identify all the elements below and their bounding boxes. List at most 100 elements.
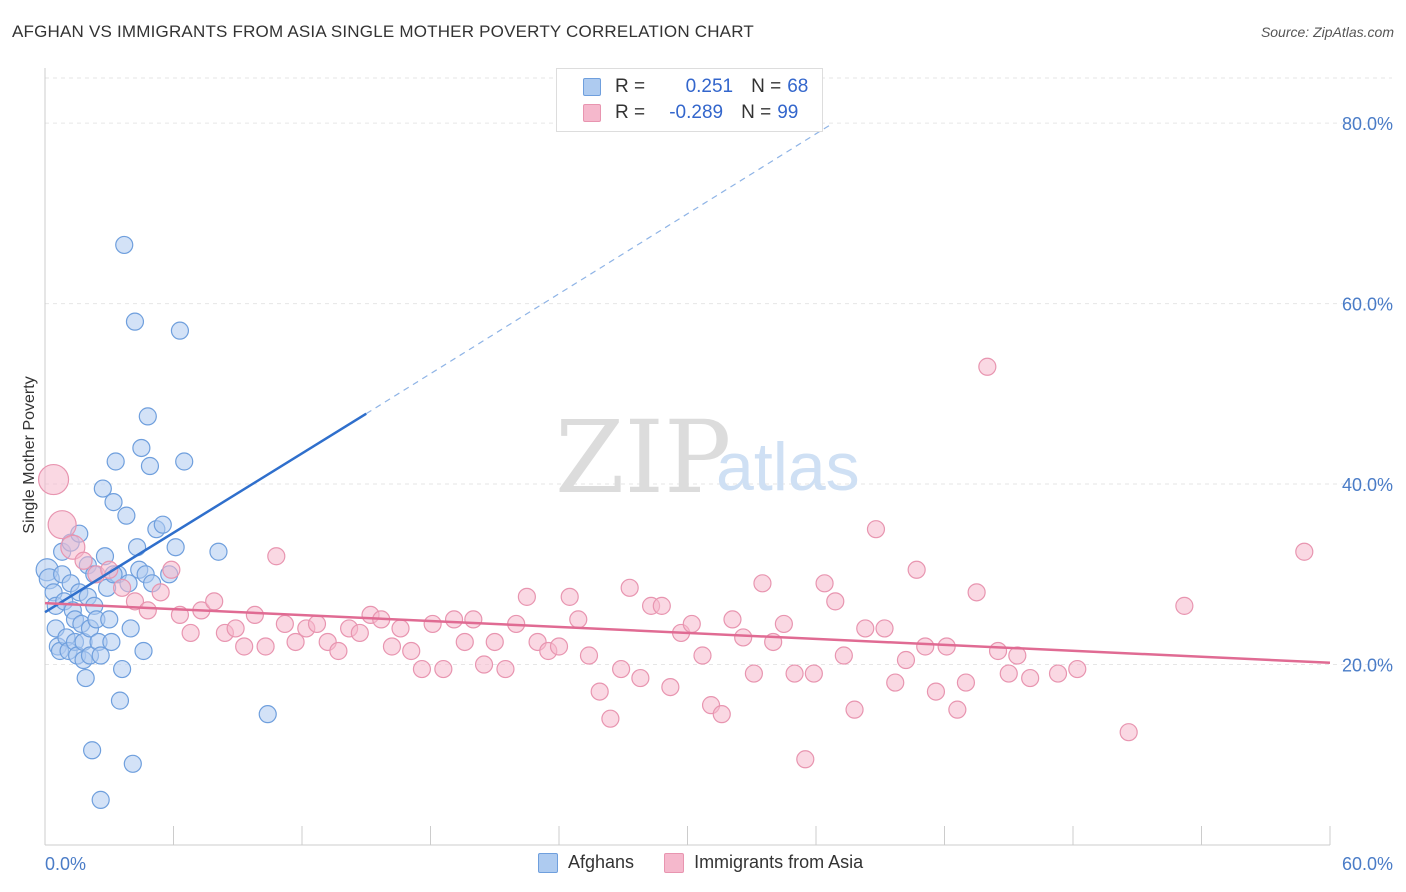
afghan-point (83, 741, 102, 760)
asia-point (916, 637, 935, 656)
asia-point (620, 578, 639, 597)
asia-point (948, 700, 967, 719)
asia-point (652, 596, 671, 615)
asia-point (834, 646, 853, 665)
afghan-point (138, 407, 157, 426)
asia-point (496, 659, 515, 679)
asia-point (907, 560, 926, 579)
asia-point (753, 574, 772, 593)
afghan-point (258, 705, 277, 724)
asia-point (382, 637, 402, 656)
afghans-legend-swatch (538, 852, 558, 873)
series-legend: Afghans Immigrants from Asia (538, 852, 893, 873)
legend-r-value: 0.251 (685, 76, 734, 97)
asia-point (112, 578, 132, 597)
y-tick-label: 80.0% (1342, 114, 1393, 134)
afghan-point (115, 235, 134, 255)
asia-point (329, 641, 348, 661)
afghan-point (125, 312, 145, 331)
asia-point (455, 632, 474, 652)
afghans-trend-extension (365, 122, 834, 415)
afghan-point (91, 646, 110, 665)
watermark-zip: ZIP (555, 399, 731, 516)
asia-point (631, 668, 650, 688)
afghan-point (153, 515, 172, 534)
afghan-point (123, 754, 142, 773)
x-tick-label: 0.0% (45, 854, 86, 874)
afghan-point (209, 542, 228, 561)
y-tick-label: 60.0% (1342, 295, 1393, 315)
asia-point (1119, 723, 1138, 742)
y-tick-label: 20.0% (1342, 656, 1393, 676)
afghan-point (132, 438, 151, 458)
asia-point (815, 574, 834, 593)
tick-labels: 20.0% 40.0% 60.0% 80.0% 0.0% 60.0% (45, 114, 1393, 874)
asia-point (601, 709, 620, 728)
afghan-point (134, 641, 153, 661)
y-axis-label: Single Mother Poverty (21, 376, 38, 533)
asia-point (245, 605, 264, 625)
asia-point (785, 664, 804, 683)
asia-point (444, 610, 464, 629)
asia-point (845, 700, 864, 719)
asia-point (474, 655, 494, 674)
afghan-point (100, 610, 119, 629)
legend-item-label: Afghans (568, 852, 635, 872)
asia-point (967, 583, 986, 602)
afghan-point (112, 659, 132, 679)
asia-point (826, 592, 845, 611)
chart-title: AFGHAN VS IMMIGRANTS FROM ASIA SINGLE MO… (12, 22, 754, 41)
asia-point (560, 587, 579, 606)
afghan-point (127, 538, 147, 557)
afghan-point (93, 479, 112, 498)
legend-n-label: N = (751, 76, 782, 97)
asia-point (402, 641, 421, 661)
asia-point (350, 623, 369, 643)
chart-source: Source: ZipAtlas.com (1260, 24, 1394, 40)
watermark-atlas: atlas (716, 429, 860, 505)
asia-point (661, 677, 680, 697)
asia-point (612, 659, 631, 679)
afghan-point (140, 456, 160, 476)
asia-point (125, 592, 145, 611)
asia-point (205, 592, 224, 611)
legend-row-afghans: R = 0.251 N = 68 (583, 74, 808, 100)
afghan-point (110, 691, 130, 710)
asia-point (590, 682, 609, 701)
asia-point (723, 610, 742, 629)
asia-point (1021, 668, 1040, 688)
asia-point (1175, 596, 1194, 615)
asia-point (712, 705, 731, 724)
asia-point (1068, 659, 1087, 679)
legend-item-afghans: Afghans (538, 852, 634, 873)
legend-row-asia: R = -0.289 N = 99 (583, 100, 798, 126)
legend-item-asia: Immigrants from Asia (664, 852, 863, 873)
asia-trend-line (44, 601, 1331, 664)
asia-swatch (583, 104, 601, 122)
afghan-point (175, 452, 194, 471)
asia-point (866, 520, 886, 539)
asia-point (804, 664, 823, 683)
afghan-point (121, 619, 140, 638)
watermark: ZIP atlas (555, 399, 860, 516)
asia-point (267, 547, 286, 566)
asia-point (926, 682, 946, 701)
x-tick-label: 60.0% (1342, 854, 1393, 874)
asia-point (286, 632, 305, 652)
asia-point (307, 614, 327, 634)
legend-n-label: N = (741, 102, 772, 123)
asia-point (978, 357, 997, 376)
asia-point (886, 673, 905, 692)
axes (44, 68, 1331, 846)
asia-point (1295, 542, 1314, 561)
asia-point (235, 637, 254, 656)
legend-r-label: R = (615, 76, 646, 97)
asia-point (774, 614, 793, 634)
afghan-point (104, 493, 123, 512)
asia-point (999, 664, 1018, 683)
asia-point (875, 619, 894, 638)
asia-point (485, 632, 504, 652)
afghans-trend-line (44, 412, 367, 614)
legend-r-label: R = (615, 102, 646, 123)
asia-point (988, 641, 1008, 661)
